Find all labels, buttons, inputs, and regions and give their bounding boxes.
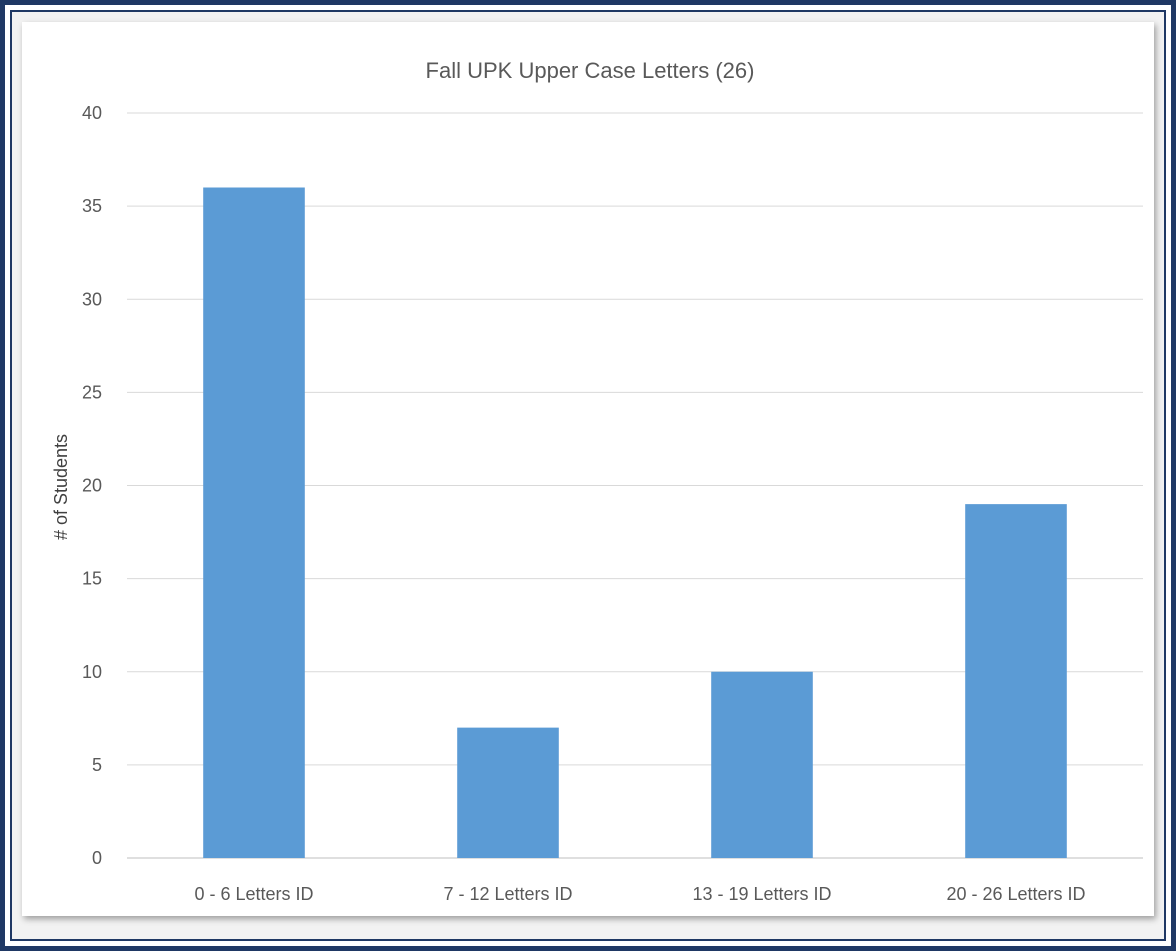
bar [711,671,813,858]
bar [203,187,305,858]
y-tick-label: 5 [92,755,102,775]
y-tick-labels: 0 5 10 15 20 25 30 35 40 [82,103,102,868]
y-tick-label: 30 [82,289,102,309]
x-tick-labels: 0 - 6 Letters ID 7 - 12 Letters ID 13 - 19… [194,884,1085,904]
y-tick-label: 35 [82,196,102,216]
x-tick-label: 13 - 19 Letters ID [692,884,831,904]
bar [457,727,559,858]
y-tick-label: 40 [82,103,102,123]
y-tick-label: 20 [82,476,102,496]
x-tick-label: 20 - 26 Letters ID [946,884,1085,904]
y-tick-label: 25 [82,382,102,402]
y-axis-title: # of Students [51,434,71,540]
x-tick-label: 7 - 12 Letters ID [443,884,572,904]
y-tick-label: 10 [82,662,102,682]
x-tick-label: 0 - 6 Letters ID [194,884,313,904]
bars [203,187,1067,858]
y-tick-label: 15 [82,569,102,589]
chart-title: Fall UPK Upper Case Letters (26) [426,58,755,83]
bar [965,504,1067,858]
y-tick-label: 0 [92,848,102,868]
